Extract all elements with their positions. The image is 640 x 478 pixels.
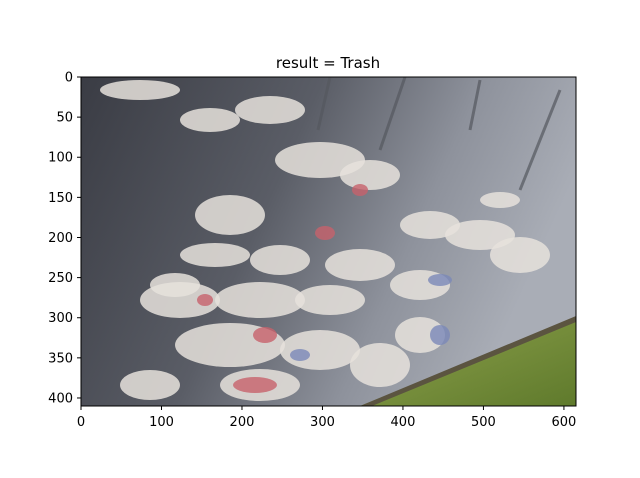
trash-accent (197, 294, 213, 306)
trash-clump (325, 249, 395, 281)
chart-title: result = Trash (276, 54, 380, 72)
axes-frame (80, 76, 577, 407)
trash-clump (150, 273, 200, 297)
y-tick-label: 50 (56, 111, 73, 126)
x-tick-label: 100 (149, 415, 174, 430)
trash-clump (340, 160, 400, 190)
trash-clump (295, 285, 365, 315)
floating-trash (100, 80, 550, 401)
y-tick-label: 300 (48, 311, 73, 326)
x-tick-label: 400 (391, 415, 416, 430)
y-tick-label: 150 (48, 191, 73, 206)
trash-clump (280, 330, 360, 370)
y-tick-label: 350 (48, 351, 73, 366)
trash-accent (233, 377, 277, 393)
x-tick-label: 300 (310, 415, 335, 430)
trash-clump (250, 245, 310, 275)
trash-clump (120, 370, 180, 400)
trash-clump (180, 108, 240, 132)
trash-clump (275, 142, 365, 178)
x-tick-label: 500 (471, 415, 496, 430)
trash-clump (195, 195, 265, 235)
y-tick-label: 400 (48, 391, 73, 406)
trash-accent (352, 184, 368, 196)
y-tick-label: 200 (48, 231, 73, 246)
x-tick-label: 600 (552, 415, 577, 430)
y-tick-label: 250 (48, 271, 73, 286)
trash-clump (235, 96, 305, 124)
trash-accent (290, 349, 310, 361)
trash-clump (180, 243, 250, 267)
y-tick-label: 0 (65, 71, 73, 86)
trash-clump (215, 282, 305, 318)
x-tick-label: 200 (230, 415, 255, 430)
bank-edge (360, 316, 576, 406)
x-axis: 0 100 200 300 400 500 600 (77, 406, 576, 430)
trash-photo (81, 77, 576, 406)
trash-clump (480, 192, 520, 208)
trash-clump (400, 211, 460, 239)
trash-accent (315, 226, 335, 240)
y-tick-label: 100 (48, 151, 73, 166)
trash-clump (395, 317, 445, 353)
trash-accent (253, 327, 277, 343)
trash-clump (490, 237, 550, 273)
trash-accent (428, 274, 452, 286)
trash-clump (445, 220, 515, 250)
y-axis: 0 50 100 150 200 250 300 350 400 (48, 71, 81, 406)
tree-reflections (316, 77, 562, 191)
trash-clump (350, 343, 410, 387)
trash-accent (430, 325, 450, 345)
trash-clump (100, 80, 180, 100)
x-tick-label: 0 (77, 415, 85, 430)
